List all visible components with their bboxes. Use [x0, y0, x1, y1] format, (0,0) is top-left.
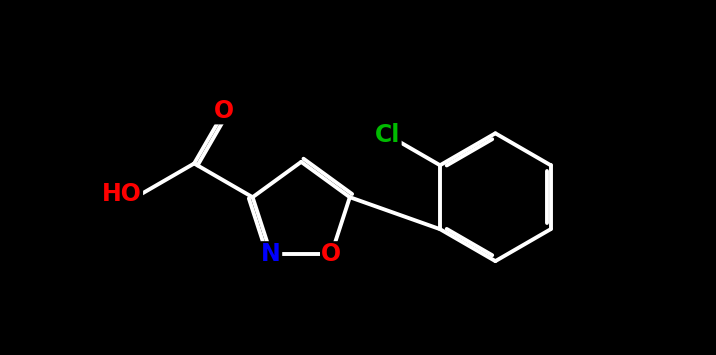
Text: Cl: Cl	[375, 123, 400, 147]
Text: N: N	[261, 242, 281, 266]
Text: O: O	[321, 242, 342, 266]
Text: O: O	[214, 99, 234, 123]
Text: HO: HO	[102, 182, 142, 206]
